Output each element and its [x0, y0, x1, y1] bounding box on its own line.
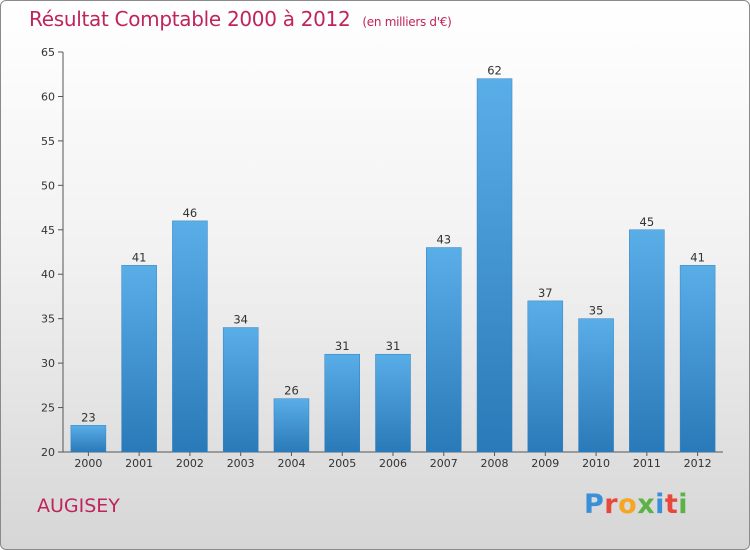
bar-2001: [121, 265, 157, 453]
bar-2008: [476, 78, 513, 453]
chart-bars: [70, 78, 716, 453]
y-tick-label: 30: [41, 357, 55, 370]
y-tick-label: 25: [41, 402, 55, 415]
bar-2007: [426, 247, 462, 453]
bar-2006: [375, 353, 411, 453]
bar-2009: [527, 300, 564, 453]
y-tick-label: 35: [41, 313, 55, 326]
chart-title: Résultat Comptable 2000 à 2012 (en millie…: [29, 7, 452, 31]
y-tick-label: 65: [41, 46, 55, 59]
x-tick-label-2001: 2001: [125, 457, 153, 470]
data-label-2002: 46: [183, 206, 198, 220]
bar-2005: [324, 353, 360, 453]
logo-letter: o: [618, 489, 638, 520]
chart-axes: 20 25 30 35 40 45 50 55 60 65 2000 2001 2002 2003 2004…: [41, 46, 723, 470]
bar-2010: [578, 318, 614, 453]
data-label-2012: 41: [690, 250, 705, 264]
chart-unit: (en milliers d'€): [362, 15, 452, 29]
bar-2004: [273, 398, 310, 453]
logo-letter: r: [604, 489, 619, 520]
x-tick-label-2000: 2000: [74, 457, 102, 470]
y-tick-label: 20: [41, 446, 55, 459]
chart-labels: 23 41 46 34 26 31 31 43 62 37 35 45 41: [81, 64, 705, 425]
y-tick-label: 50: [41, 179, 55, 192]
data-label-2000: 23: [81, 410, 96, 424]
y-tick-label: 60: [41, 90, 55, 103]
data-label-2006: 31: [386, 339, 401, 353]
x-tick-label-2009: 2009: [531, 457, 559, 470]
x-tick-label-2007: 2007: [430, 457, 458, 470]
data-label-2008: 62: [487, 64, 502, 78]
x-tick-label-2005: 2005: [328, 457, 356, 470]
bar-2012: [679, 265, 716, 453]
bar-2003: [222, 327, 259, 453]
bar-2002: [172, 220, 208, 453]
chart-title-text: Résultat Comptable 2000 à 2012: [29, 7, 351, 31]
logo-letter: i: [655, 489, 665, 520]
commune-name: AUGISEY: [37, 495, 120, 517]
y-tick-label: 55: [41, 135, 55, 148]
x-tick-label-2004: 2004: [277, 457, 305, 470]
y-tick-label: 40: [41, 268, 55, 281]
data-label-2011: 45: [640, 215, 655, 229]
x-tick-label-2008: 2008: [481, 457, 509, 470]
logo-letter: i: [678, 489, 689, 520]
data-label-2004: 26: [284, 384, 299, 398]
data-label-2009: 37: [538, 286, 553, 300]
logo-letter: P: [584, 489, 605, 520]
x-tick-label-2010: 2010: [582, 457, 610, 470]
data-label-2007: 43: [436, 233, 451, 247]
x-tick-label-2003: 2003: [227, 457, 255, 470]
x-tick-label-2011: 2011: [633, 457, 661, 470]
data-label-2003: 34: [233, 313, 248, 327]
x-tick-label-2002: 2002: [176, 457, 204, 470]
logo-letter: x: [637, 489, 656, 520]
logo-letter: t: [664, 489, 679, 520]
x-tick-label-2012: 2012: [684, 457, 712, 470]
data-label-2005: 31: [335, 339, 350, 353]
proxiti-logo[interactable]: Proxiti: [584, 489, 688, 520]
y-tick-label: 45: [41, 224, 55, 237]
bar-2000: [70, 425, 107, 453]
bar-2011: [629, 229, 665, 453]
data-label-2010: 35: [589, 304, 604, 318]
x-tick-label-2006: 2006: [379, 457, 407, 470]
data-label-2001: 41: [132, 250, 147, 264]
